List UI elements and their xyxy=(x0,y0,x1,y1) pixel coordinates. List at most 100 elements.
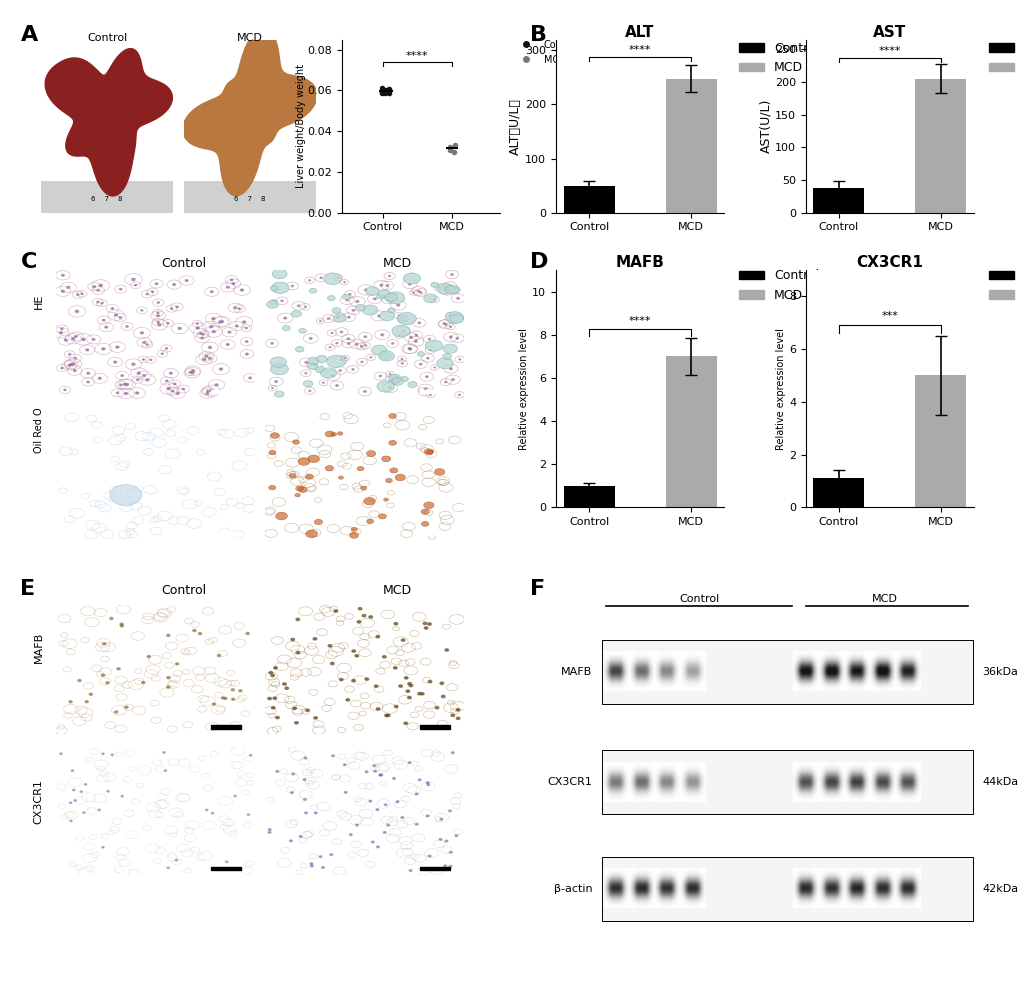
Circle shape xyxy=(419,363,422,365)
Circle shape xyxy=(167,388,170,390)
Circle shape xyxy=(207,391,209,392)
Circle shape xyxy=(298,458,310,466)
Legend: Control, MCD: Control, MCD xyxy=(982,264,1019,307)
Circle shape xyxy=(444,649,448,651)
Circle shape xyxy=(339,678,342,680)
Circle shape xyxy=(454,835,458,837)
Bar xyxy=(564,486,613,507)
Circle shape xyxy=(197,323,198,324)
Circle shape xyxy=(172,284,175,286)
Circle shape xyxy=(170,308,172,310)
Circle shape xyxy=(119,316,121,318)
Circle shape xyxy=(152,291,154,293)
Circle shape xyxy=(308,357,319,365)
Circle shape xyxy=(138,372,141,374)
Circle shape xyxy=(191,372,194,374)
Bar xyxy=(420,532,449,535)
Circle shape xyxy=(71,337,74,339)
Circle shape xyxy=(401,363,403,364)
Circle shape xyxy=(362,305,377,315)
Text: Control: Control xyxy=(161,584,206,596)
Circle shape xyxy=(433,367,435,368)
Circle shape xyxy=(350,834,352,836)
Circle shape xyxy=(61,328,63,329)
Circle shape xyxy=(291,285,293,287)
Circle shape xyxy=(137,380,139,381)
Circle shape xyxy=(364,345,366,346)
Bar xyxy=(915,79,966,213)
Circle shape xyxy=(110,617,113,619)
Circle shape xyxy=(340,359,342,361)
Circle shape xyxy=(449,315,464,323)
Circle shape xyxy=(125,384,128,386)
Circle shape xyxy=(387,308,394,313)
Circle shape xyxy=(388,374,400,382)
Circle shape xyxy=(284,687,288,689)
Text: 36kDa: 36kDa xyxy=(981,667,1017,676)
Circle shape xyxy=(357,467,364,471)
Circle shape xyxy=(150,359,152,360)
Circle shape xyxy=(355,305,365,312)
Circle shape xyxy=(233,795,236,797)
Circle shape xyxy=(352,310,355,312)
Circle shape xyxy=(296,618,300,620)
Circle shape xyxy=(420,292,422,294)
Circle shape xyxy=(386,824,389,826)
Circle shape xyxy=(449,368,451,370)
Circle shape xyxy=(448,286,460,294)
Circle shape xyxy=(167,867,169,868)
Point xyxy=(373,80,389,96)
Circle shape xyxy=(290,638,294,641)
Circle shape xyxy=(141,310,143,311)
Circle shape xyxy=(193,629,196,632)
Circle shape xyxy=(394,705,397,708)
Point xyxy=(373,85,389,101)
Circle shape xyxy=(102,847,104,848)
Circle shape xyxy=(309,391,311,392)
Circle shape xyxy=(417,352,424,356)
Circle shape xyxy=(79,791,83,792)
Circle shape xyxy=(87,373,90,374)
Circle shape xyxy=(157,321,159,322)
Circle shape xyxy=(299,328,306,333)
Circle shape xyxy=(423,294,436,303)
Circle shape xyxy=(441,695,444,697)
Circle shape xyxy=(415,793,418,795)
Circle shape xyxy=(450,274,452,275)
Circle shape xyxy=(310,865,313,867)
Circle shape xyxy=(116,393,118,394)
Circle shape xyxy=(233,307,236,309)
Circle shape xyxy=(97,302,99,303)
Circle shape xyxy=(388,440,396,445)
Circle shape xyxy=(333,314,345,322)
Circle shape xyxy=(59,332,62,333)
Point xyxy=(446,137,463,153)
Circle shape xyxy=(321,866,324,868)
Y-axis label: Liver weight/Body weight: Liver weight/Body weight xyxy=(296,64,306,188)
Circle shape xyxy=(377,315,380,316)
Circle shape xyxy=(445,312,463,323)
Circle shape xyxy=(189,372,191,373)
Circle shape xyxy=(448,810,451,812)
Y-axis label: Relative expression level: Relative expression level xyxy=(519,327,529,450)
Circle shape xyxy=(163,752,165,754)
Circle shape xyxy=(175,859,177,861)
Bar xyxy=(564,186,613,213)
Circle shape xyxy=(330,663,334,665)
Circle shape xyxy=(459,359,461,360)
Circle shape xyxy=(271,707,275,709)
Circle shape xyxy=(274,391,284,398)
Circle shape xyxy=(178,327,181,329)
Bar xyxy=(665,356,716,507)
Polygon shape xyxy=(182,29,317,196)
Circle shape xyxy=(212,330,215,332)
Circle shape xyxy=(77,679,82,681)
Circle shape xyxy=(397,313,416,324)
Circle shape xyxy=(83,812,85,813)
Circle shape xyxy=(182,389,184,390)
Bar xyxy=(41,182,173,213)
Circle shape xyxy=(61,291,64,292)
Circle shape xyxy=(399,377,408,382)
Circle shape xyxy=(136,392,139,394)
Circle shape xyxy=(427,623,431,625)
